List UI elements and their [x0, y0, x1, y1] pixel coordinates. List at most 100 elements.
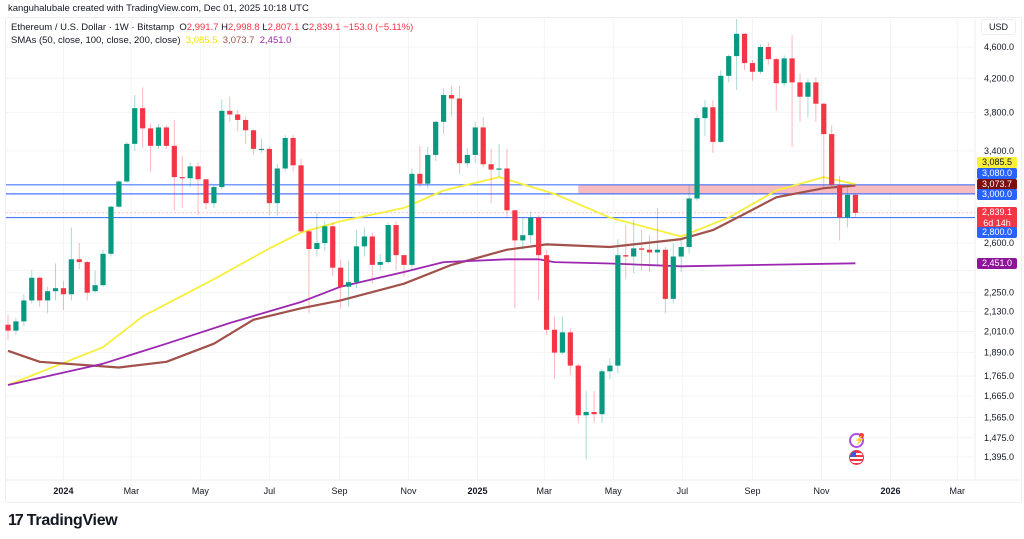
candle-body	[298, 165, 304, 232]
x-tick-label: 2024	[53, 486, 73, 496]
high-value: 2,998.8	[228, 22, 260, 33]
symbol-title[interactable]: Ethereum / U.S. Dollar · 1W · Bitstamp	[11, 22, 175, 33]
candle-body	[290, 137, 296, 166]
candle-body	[425, 154, 431, 184]
low-label: L	[262, 22, 268, 33]
y-tick-label: 4,600.0	[984, 42, 1014, 52]
change-value: −153.0 (−5.11%)	[343, 22, 414, 33]
y-tick-label: 1,765.0	[984, 371, 1014, 381]
candle-body	[591, 412, 597, 415]
y-tick-label: 1,395.0	[984, 452, 1014, 462]
candle-body	[821, 103, 827, 135]
candle-body	[615, 255, 621, 366]
close-label: C	[302, 22, 309, 33]
candle-body	[219, 110, 225, 188]
candle-body	[829, 134, 835, 185]
candle-body	[306, 231, 312, 250]
candle-body	[575, 365, 581, 416]
tradingview-logo[interactable]: 17 TradingView	[8, 512, 118, 530]
candle-body	[694, 118, 700, 199]
candle-body	[805, 82, 811, 97]
candle-body	[543, 255, 550, 330]
candle-body	[551, 329, 558, 353]
y-tick-label: 2,600.0	[984, 238, 1014, 248]
candle-body	[84, 262, 90, 293]
price-badge-value: 3,000.0	[981, 189, 1013, 199]
candle-body	[797, 82, 803, 97]
candle-body	[314, 243, 320, 250]
candle-body	[852, 194, 859, 213]
candle-body	[702, 107, 708, 119]
price-badge: 2,800.0	[977, 227, 1017, 238]
candle-body	[116, 181, 122, 207]
candle-body	[536, 217, 542, 256]
candle-body	[345, 282, 352, 287]
chart-frame	[5, 17, 1022, 503]
tv-logo-icon: 17	[8, 512, 24, 529]
candle-body	[124, 143, 130, 182]
candle-body	[559, 332, 565, 353]
candle-body	[330, 226, 336, 268]
candle-body	[369, 236, 375, 265]
currency-button[interactable]: USD	[981, 19, 1016, 35]
candle-body	[504, 168, 510, 211]
candle-body	[567, 332, 573, 366]
candle-body	[757, 47, 763, 72]
y-tick-label: 1,475.0	[984, 433, 1014, 443]
x-tick-label: Nov	[401, 486, 418, 496]
candle-body	[496, 168, 502, 170]
price-badge: 3,073.7	[977, 179, 1017, 190]
price-badge: 2,839.1 6d 14h	[977, 207, 1017, 229]
candle-body	[195, 166, 201, 180]
candle-body	[227, 110, 233, 115]
candle-body	[654, 249, 661, 253]
candle-body	[813, 82, 819, 104]
candle-body	[132, 108, 138, 144]
candle-body	[393, 225, 399, 256]
candle-body	[401, 255, 407, 265]
candle-body	[243, 119, 249, 131]
candle-body	[211, 187, 217, 204]
candle-body	[60, 288, 67, 295]
y-tick-label: 1,665.0	[984, 391, 1014, 401]
candle-body	[155, 127, 162, 146]
candle-body	[646, 249, 653, 253]
candle-body	[765, 47, 771, 60]
x-tick-label: May	[605, 486, 623, 496]
candle-body	[52, 288, 59, 292]
candle-body	[385, 225, 391, 263]
resistance-zone	[578, 184, 975, 194]
candle-body	[512, 210, 518, 241]
candle-body	[282, 137, 288, 169]
candle-body	[361, 236, 367, 247]
x-tick-label: Mar	[537, 486, 553, 496]
candle-body	[718, 75, 724, 142]
candle-body	[781, 58, 787, 84]
candle-body	[520, 235, 526, 241]
sma-line-sma50	[7, 176, 856, 386]
sma50-value: 3,085.5	[185, 35, 218, 46]
logo-text: TradingView	[26, 512, 118, 529]
candle-body	[741, 33, 748, 64]
candle-body	[456, 98, 463, 164]
candle-body	[266, 148, 272, 204]
sma-line-sma200	[7, 258, 856, 386]
candle-body	[583, 412, 589, 416]
candle-body	[187, 166, 193, 179]
bar-countdown: 6d 14h	[983, 218, 1011, 228]
candle-body	[250, 130, 257, 149]
candle-body	[670, 256, 676, 299]
candle-body	[710, 107, 716, 142]
us-flag-icon[interactable]	[849, 450, 864, 465]
price-badge: 2,451.0	[977, 258, 1017, 269]
candle-body	[13, 321, 19, 331]
price-badge-value: 2,451.0	[981, 258, 1013, 268]
price-badge-value: 3,080.0	[981, 168, 1013, 178]
candle-body	[171, 145, 177, 178]
events-icon[interactable]: ⚡	[849, 433, 865, 448]
price-badge-value: 3,085.5	[981, 157, 1013, 167]
sma-label[interactable]: SMAs (50, close, 100, close, 200, close)	[11, 35, 181, 46]
candle-body	[100, 253, 106, 286]
candle-body	[235, 114, 241, 120]
